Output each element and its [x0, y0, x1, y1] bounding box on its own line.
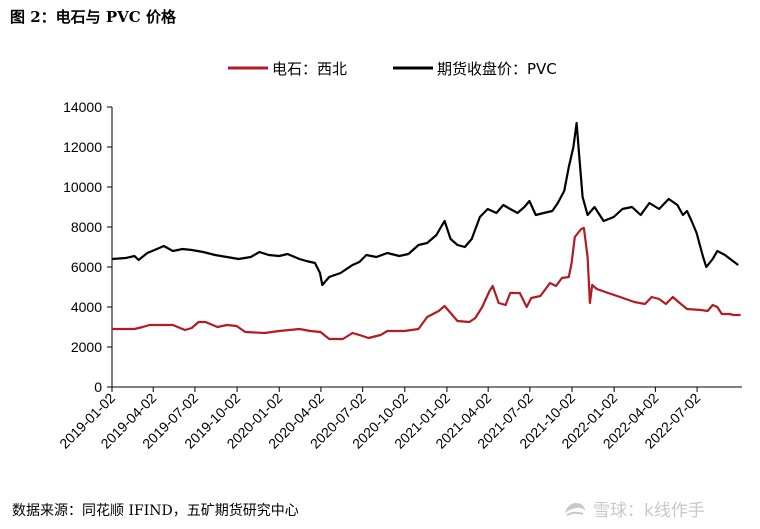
watermark: 雪球：k线作手 — [562, 496, 705, 521]
y-tick-label: 12000 — [63, 139, 102, 155]
axes: 020004000600080001000012000140002019-01-… — [56, 99, 742, 452]
series-line-pvc — [111, 121, 739, 287]
watermark-text: 雪球：k线作手 — [593, 501, 705, 521]
y-tick-label: 10000 — [63, 179, 102, 195]
y-tick-label: 14000 — [63, 99, 102, 115]
price-chart: 电石：西北 期货收盘价：PVC 0 2000 4000 6000 8000 10000 12… — [56, 60, 742, 452]
y-tick-label: 6000 — [71, 259, 102, 275]
source-note: 数据来源：同花顺 IFIND，五矿期货研究中心 — [12, 503, 299, 519]
series-line-carbide — [112, 226, 741, 341]
snowball-logo-icon — [565, 502, 585, 516]
y-tick-label: 8000 — [71, 219, 102, 235]
y-tick-label: 0 — [94, 379, 102, 395]
legend-label-pvc: 期货收盘价：PVC — [437, 60, 557, 78]
y-tick-label: 4000 — [71, 299, 102, 315]
legend-label-carbide: 电石：西北 — [272, 60, 347, 78]
series — [111, 121, 741, 341]
y-tick-label: 2000 — [71, 339, 102, 355]
legend: 电石：西北 期货收盘价：PVC — [228, 60, 557, 78]
chart-title: 图 2：电石与 PVC 价格 — [10, 8, 176, 26]
